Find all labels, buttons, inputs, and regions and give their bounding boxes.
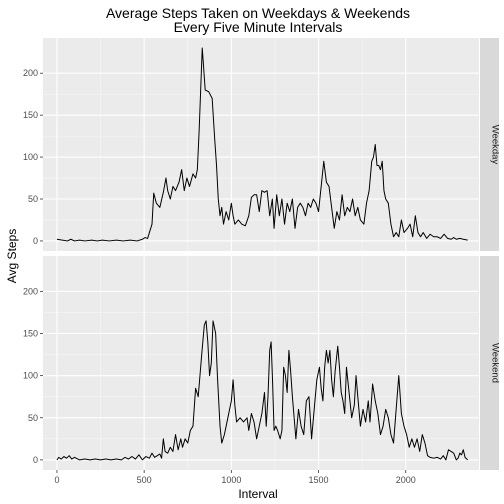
y-tick-label: 50: [28, 194, 38, 204]
x-tick-label: 500: [137, 475, 152, 485]
y-tick-label: 0: [33, 455, 38, 465]
y-tick-label: 200: [23, 68, 38, 78]
facet-panel-weekend: 0 50 100 150 200 Weekend: [23, 256, 501, 470]
y-tick-label: 150: [23, 329, 38, 339]
facet-panels: 0 50 100 150 200 Weekday 0 50 100 150 200 Weekend: [23, 38, 501, 470]
y-tick-label: 200: [23, 286, 38, 296]
x-axis: 0 500 1000 1500 2000: [54, 470, 416, 485]
series-line-weekday: [56, 47, 468, 242]
x-tick-label: 1500: [309, 475, 329, 485]
x-tick-label: 2000: [396, 475, 416, 485]
facet-strip: [480, 38, 499, 251]
facet-panel-weekday: 0 50 100 150 200 Weekday: [23, 38, 501, 251]
facet-strip-label: Weekday: [490, 125, 501, 165]
y-tick-label: 150: [23, 110, 38, 120]
y-tick-label: 0: [33, 236, 38, 246]
chart-subtitle: Every Five Minute Intervals: [174, 19, 343, 35]
x-tick-label: 1000: [221, 475, 241, 485]
panel-background: [43, 256, 479, 470]
y-tick-label: 100: [23, 152, 38, 162]
panel-background: [43, 38, 479, 251]
y-tick-label: 100: [23, 371, 38, 381]
y-axis-title: Avg Steps: [5, 229, 19, 283]
facet-strip: [480, 256, 499, 470]
x-tick-label: 0: [54, 475, 59, 485]
x-axis-title: Interval: [238, 487, 277, 501]
facet-strip-label: Weekend: [490, 343, 501, 383]
chart-title: Average Steps Taken on Weekdays & Weeken…: [106, 5, 410, 21]
y-tick-label: 50: [28, 413, 38, 423]
series-line-weekend: [56, 320, 469, 461]
